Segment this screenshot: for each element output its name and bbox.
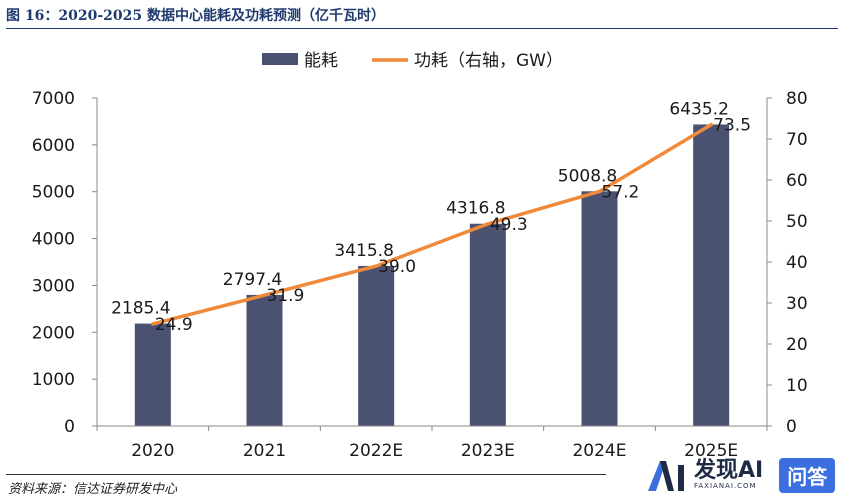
line-data-label: 73.5 [713, 116, 751, 136]
left-tick-label: 2000 [32, 323, 75, 343]
chart: 0 1000 2000 3000 4000 5000 6000 7000 0 10 20 30 40 5… [32, 51, 808, 461]
right-tick-label: 20 [786, 335, 808, 355]
line-point [598, 189, 601, 193]
title-divider [6, 28, 838, 29]
line-data-label: 49.3 [490, 215, 528, 235]
line-data-label: 31.9 [267, 286, 305, 306]
x-tick-label: 2024E [572, 441, 626, 461]
bar [469, 223, 506, 426]
figure-title: 图 16：2020-2025 数据中心能耗及功耗预测（亿千瓦时） [6, 8, 385, 24]
bar-data-label: 3415.8 [334, 241, 393, 261]
watermark-name: 发现AI [694, 458, 764, 483]
source-note: 资料来源：信达证券研发中心 [8, 482, 178, 497]
x-tick-label: 2022E [349, 441, 403, 461]
bar [134, 323, 171, 426]
bar-data-label: 2185.4 [111, 299, 170, 319]
left-tick-label: 5000 [32, 183, 75, 203]
left-y-axis: 0 1000 2000 3000 4000 5000 6000 7000 [32, 89, 98, 437]
bar-series: 2185.4 2797.4 3415.8 4316.8 5008.8 6435.2 [111, 99, 730, 427]
bar [246, 294, 283, 426]
x-tick-label: 2020 [131, 441, 174, 461]
right-y-axis: 0 10 20 30 40 50 60 70 80 [766, 89, 808, 437]
series-line [151, 122, 713, 326]
left-tick-label: 3000 [32, 276, 75, 296]
line-point [374, 264, 378, 268]
right-tick-label: 50 [786, 212, 808, 232]
line-point [263, 293, 266, 297]
right-tick-label: 80 [786, 89, 808, 109]
line-point [151, 322, 155, 326]
source-divider [6, 474, 606, 475]
bar-data-label: 2797.4 [223, 270, 282, 290]
legend-label-bar: 能耗 [304, 51, 338, 71]
line-data-label: 24.9 [155, 315, 193, 335]
watermark-badge[interactable]: 问答 [779, 457, 836, 493]
right-tick-label: 10 [786, 376, 808, 396]
watermark-sub: FAXIANAI.COM [694, 482, 757, 490]
left-tick-label: 6000 [32, 136, 75, 156]
legend-swatch-bar [262, 53, 298, 65]
watermark-logo-icon [648, 461, 684, 491]
bar-data-label: 4316.8 [446, 199, 505, 219]
right-tick-label: 70 [786, 130, 808, 150]
x-tick-label: 2023E [461, 441, 515, 461]
line-series: 24.9 31.9 39.0 49.3 57.2 73.5 [151, 116, 751, 335]
left-tick-label: 7000 [32, 89, 75, 109]
right-tick-label: 0 [786, 417, 797, 437]
bar [581, 191, 618, 426]
bar-data-label: 6435.2 [669, 99, 728, 119]
legend-label-line: 功耗（右轴，GW） [414, 51, 563, 71]
right-tick-label: 30 [786, 294, 808, 314]
line-data-label: 57.2 [602, 182, 640, 202]
bar-data-label: 5008.8 [558, 166, 617, 186]
right-tick-label: 60 [786, 171, 808, 191]
line-point [709, 123, 713, 127]
line-point [486, 222, 490, 226]
left-tick-label: 1000 [32, 370, 75, 390]
line-data-label: 39.0 [378, 257, 416, 277]
left-tick-label: 4000 [32, 230, 75, 250]
x-tick-label: 2025E [684, 441, 738, 461]
watermark: 发现AI FAXIANAI.COM 问答 [648, 457, 836, 493]
left-tick-label: 0 [64, 417, 75, 437]
x-tick-label: 2021 [243, 441, 286, 461]
bar [358, 265, 395, 426]
bar [693, 124, 730, 427]
x-axis: 2020 2021 2022E 2023E 2024E 2025E [96, 425, 768, 461]
right-tick-label: 40 [786, 253, 808, 273]
legend: 能耗 功耗（右轴，GW） [262, 51, 563, 71]
